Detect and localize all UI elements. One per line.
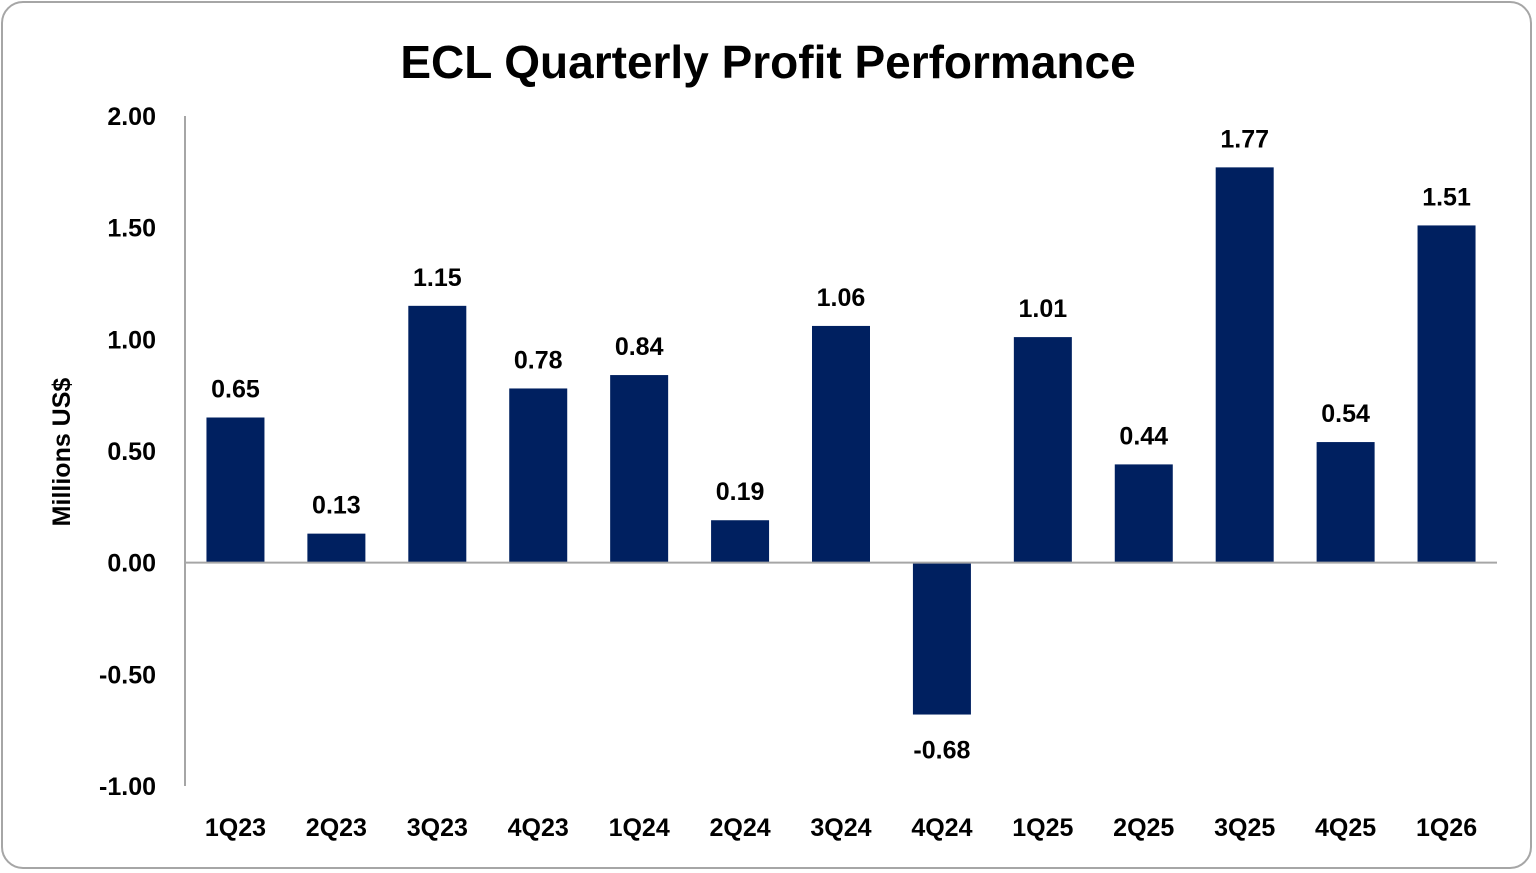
bar-1Q25: [1013, 337, 1072, 563]
bar-1Q23: [206, 417, 265, 563]
bar-3Q25: [1215, 167, 1274, 563]
y-tick-label: 2.00: [107, 103, 156, 131]
y-tick-label: -1.00: [99, 773, 156, 801]
x-tick-label: 3Q25: [1214, 814, 1275, 842]
x-tick-label: 3Q23: [407, 814, 468, 842]
x-tick-label: 4Q23: [508, 814, 569, 842]
bar-3Q23: [408, 305, 467, 563]
bar-2Q24: [711, 520, 770, 563]
data-label: 0.13: [312, 492, 361, 520]
y-tick-label: 1.00: [107, 326, 156, 354]
x-tick-label: 4Q24: [911, 814, 972, 842]
bar-2Q25: [1114, 464, 1173, 563]
data-label: 0.19: [716, 478, 765, 506]
x-tick-label: 2Q23: [306, 814, 367, 842]
data-label: 1.15: [413, 264, 462, 292]
data-label: 0.65: [211, 376, 260, 404]
data-label: 1.77: [1220, 125, 1269, 153]
data-label: 0.44: [1119, 422, 1168, 450]
bar-4Q23: [509, 388, 568, 563]
data-label: 1.51: [1422, 183, 1471, 211]
x-tick-label: 2Q24: [709, 814, 770, 842]
data-label: 1.06: [817, 284, 866, 312]
bar-4Q24: [912, 562, 971, 715]
bar-1Q24: [610, 375, 669, 563]
y-tick-label: 0.00: [107, 550, 156, 578]
y-tick-label: 1.50: [107, 215, 156, 243]
y-tick-label: 0.50: [107, 438, 156, 466]
chart-title: ECL Quarterly Profit Performance: [400, 36, 1135, 88]
x-tick-label: 1Q23: [205, 814, 266, 842]
data-label: 0.78: [514, 346, 563, 374]
bar-3Q24: [812, 325, 870, 563]
x-tick-label: 2Q25: [1113, 814, 1174, 842]
x-tick-label: 3Q24: [810, 814, 871, 842]
x-tick-label: 1Q24: [609, 814, 670, 842]
y-tick-label: -0.50: [99, 661, 156, 689]
data-label: 1.01: [1019, 295, 1068, 323]
bar-1Q26: [1417, 225, 1476, 563]
x-tick-label: 4Q25: [1315, 814, 1376, 842]
bar-2Q23: [307, 533, 366, 563]
data-label: 0.84: [615, 333, 664, 361]
x-tick-label: 1Q25: [1012, 814, 1073, 842]
data-label: -0.68: [913, 737, 970, 765]
x-tick-label: 1Q26: [1416, 814, 1477, 842]
data-label: 0.54: [1321, 400, 1370, 428]
bar-4Q25: [1316, 442, 1375, 563]
y-axis-label: Millions US$: [48, 378, 76, 527]
